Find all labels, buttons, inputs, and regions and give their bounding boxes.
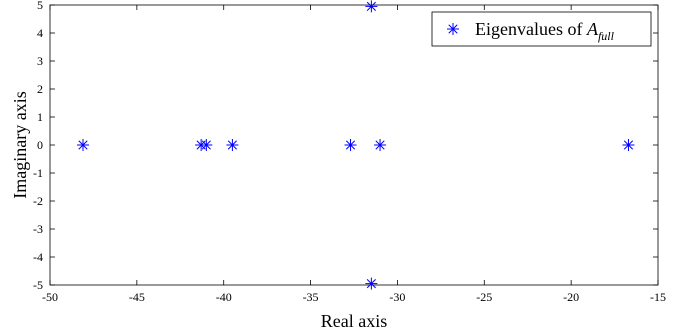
data-point bbox=[622, 139, 635, 151]
legend-marker-icon bbox=[447, 23, 459, 35]
legend-box bbox=[431, 11, 652, 47]
y-tick-label: -5 bbox=[33, 278, 43, 292]
y-tick-label: -4 bbox=[33, 250, 43, 264]
legend-entry-symbol: A bbox=[586, 19, 599, 39]
axis-ticks: -50 -45 -40 -35 -30 -25 -20 -15 -5 -4 -3 -2 -1 0 1 2 3 4 5 bbox=[33, 0, 666, 304]
y-tick-label: 4 bbox=[37, 26, 43, 40]
y-tick-label: 3 bbox=[37, 54, 43, 68]
y-tick-label: -2 bbox=[33, 194, 43, 208]
y-tick-label: 1 bbox=[37, 110, 43, 124]
x-tick-label: -35 bbox=[303, 290, 319, 304]
x-tick-label: -20 bbox=[563, 290, 579, 304]
y-axis-label: Imaginary axis bbox=[10, 91, 30, 198]
data-point bbox=[77, 139, 90, 151]
x-tick-label: -15 bbox=[650, 290, 666, 304]
data-point bbox=[226, 139, 239, 151]
y-tick-label: 0 bbox=[37, 138, 43, 152]
y-tick-label: -1 bbox=[33, 166, 43, 180]
legend-entry-label: Eigenvalues of Afull bbox=[475, 19, 615, 43]
legend: Eigenvalues of Afull bbox=[431, 11, 652, 47]
data-point bbox=[365, 277, 378, 290]
data-points bbox=[77, 0, 635, 290]
x-tick-label: -30 bbox=[389, 290, 405, 304]
x-tick-label: -45 bbox=[129, 290, 145, 304]
y-tick-label: 5 bbox=[37, 0, 43, 12]
legend-asterisk-icon bbox=[447, 23, 459, 35]
data-point bbox=[374, 139, 387, 151]
legend-entry-subscript: full bbox=[598, 29, 615, 43]
y-tick-label: -3 bbox=[33, 222, 43, 236]
data-point bbox=[365, 0, 378, 13]
data-point bbox=[200, 139, 213, 151]
x-axis-label: Real axis bbox=[321, 311, 387, 331]
legend-entry-main: Eigenvalues of bbox=[475, 19, 587, 39]
x-tick-label: -40 bbox=[216, 290, 232, 304]
x-tick-label: -50 bbox=[42, 290, 58, 304]
y-tick-label: 2 bbox=[37, 82, 43, 96]
data-point bbox=[344, 139, 357, 151]
x-tick-label: -25 bbox=[476, 290, 492, 304]
